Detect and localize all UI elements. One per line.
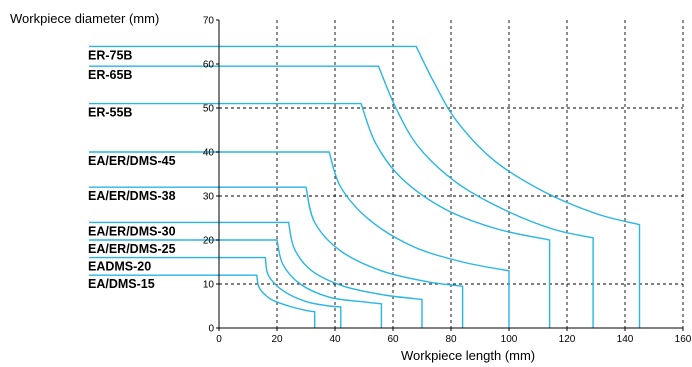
y-tick-label: 50	[203, 104, 215, 115]
x-tick-label: 40	[329, 334, 341, 345]
series-label: ER-65B	[88, 68, 132, 82]
series-label: EA/ER/DMS-25	[88, 242, 176, 256]
series-curve	[89, 221, 423, 328]
series-label: EADMS-20	[88, 260, 151, 274]
series-label: EA/ER/DMS-30	[88, 224, 176, 238]
y-tick-label: 60	[203, 60, 215, 71]
y-tick-label: 70	[203, 16, 215, 27]
x-tick-label: 120	[559, 334, 576, 345]
x-tick-label: 140	[617, 334, 634, 345]
series-label: EA/ER/DMS-45	[88, 154, 176, 168]
series-label: ER-75B	[88, 48, 132, 62]
ticks: 0 20 40 60 80 100 120 140 160 0 10 20 30 40 50 60 70	[203, 16, 692, 346]
series-curve	[89, 239, 383, 328]
x-tick-label: 0	[216, 334, 222, 345]
x-tick-label: 80	[445, 334, 457, 345]
x-tick-label: 60	[387, 334, 399, 345]
series-label: ER-55B	[88, 106, 132, 120]
x-axis-title: Workpiece length (mm)	[401, 348, 535, 363]
y-tick-label: 0	[208, 324, 214, 335]
x-tick-label: 100	[501, 334, 518, 345]
y-tick-label: 10	[203, 280, 215, 291]
x-tick-label: 20	[271, 334, 283, 345]
series-curve	[89, 102, 551, 328]
series-labels: ER-75B ER-65B ER-55B EA/ER/DMS-45 EA/ER/DMS-…	[88, 48, 176, 291]
y-tick-label: 30	[203, 192, 215, 203]
grid	[219, 20, 684, 328]
series-curve	[89, 45, 641, 328]
series-label: EA/ER/DMS-38	[88, 189, 176, 203]
x-tick-label: 160	[675, 334, 692, 345]
series-label: EA/DMS-15	[88, 277, 155, 291]
y-tick-label: 20	[203, 236, 215, 247]
y-tick-label: 40	[203, 148, 215, 159]
series-curve	[89, 151, 510, 328]
y-axis-title: Workpiece diameter (mm)	[10, 11, 159, 26]
series-curve	[89, 186, 464, 328]
series-curve	[89, 256, 342, 328]
series-curve	[89, 65, 594, 328]
curves	[89, 45, 641, 328]
series-curve	[89, 274, 316, 328]
